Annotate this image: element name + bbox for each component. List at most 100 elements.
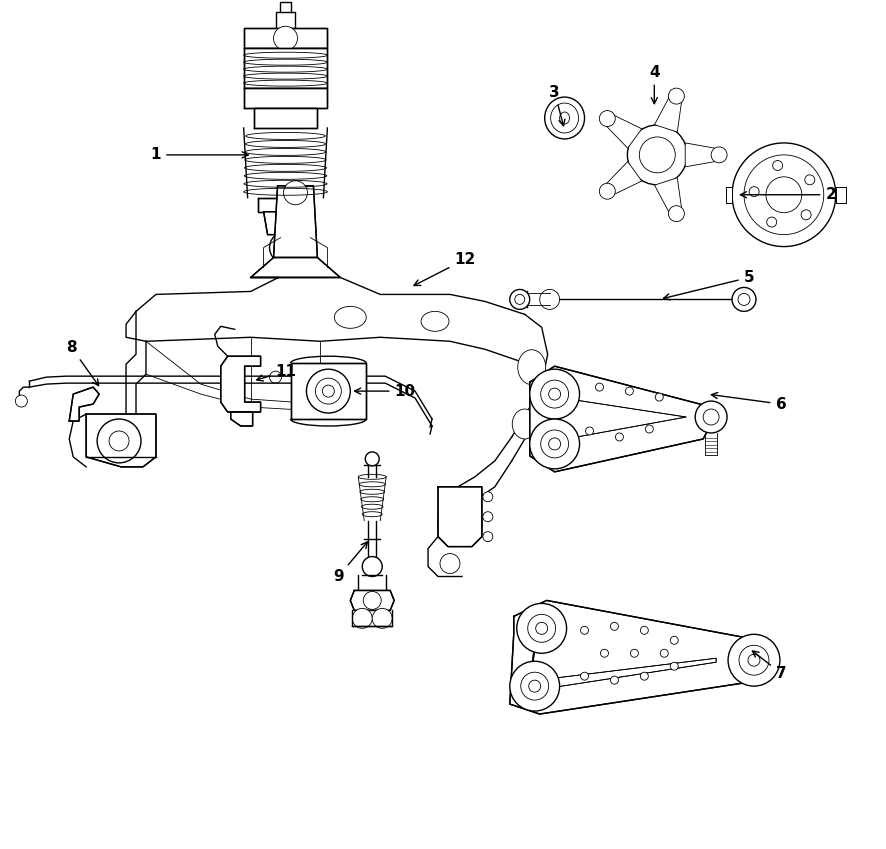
Circle shape (804, 175, 814, 185)
Ellipse shape (517, 350, 545, 385)
Polygon shape (726, 187, 731, 203)
Polygon shape (509, 600, 775, 714)
Text: 6: 6 (711, 392, 785, 412)
Circle shape (772, 160, 781, 171)
Text: 12: 12 (414, 252, 475, 285)
Circle shape (639, 137, 674, 173)
Polygon shape (244, 28, 327, 48)
Circle shape (352, 609, 372, 628)
Circle shape (595, 383, 602, 391)
Circle shape (645, 425, 653, 433)
Ellipse shape (512, 409, 537, 439)
Polygon shape (253, 108, 317, 128)
Circle shape (539, 290, 559, 309)
Circle shape (482, 531, 493, 542)
Circle shape (731, 143, 835, 246)
Circle shape (365, 452, 379, 466)
Circle shape (610, 622, 618, 630)
Text: 1: 1 (151, 148, 248, 162)
Circle shape (668, 88, 684, 104)
Ellipse shape (544, 97, 584, 139)
Circle shape (711, 147, 727, 163)
Text: 2: 2 (740, 188, 835, 202)
Circle shape (548, 388, 560, 400)
Circle shape (626, 125, 687, 185)
Polygon shape (549, 396, 686, 442)
Circle shape (727, 634, 779, 686)
Circle shape (655, 393, 663, 401)
Circle shape (527, 615, 555, 643)
Polygon shape (251, 257, 340, 278)
Circle shape (15, 395, 27, 407)
Text: 11: 11 (256, 363, 296, 381)
Circle shape (449, 514, 470, 534)
Polygon shape (438, 486, 481, 547)
Polygon shape (69, 387, 99, 421)
Polygon shape (654, 177, 681, 216)
Circle shape (277, 239, 293, 256)
Circle shape (615, 433, 623, 441)
Ellipse shape (334, 306, 366, 329)
Circle shape (535, 622, 547, 634)
Circle shape (668, 205, 684, 222)
Polygon shape (263, 211, 307, 234)
Circle shape (284, 181, 307, 205)
Polygon shape (244, 88, 327, 108)
Ellipse shape (559, 112, 569, 124)
Circle shape (548, 438, 560, 450)
Text: 3: 3 (548, 85, 564, 126)
Ellipse shape (421, 312, 448, 331)
Polygon shape (221, 357, 260, 412)
Circle shape (625, 387, 633, 395)
Circle shape (766, 217, 776, 227)
Circle shape (322, 385, 334, 397)
Text: 5: 5 (663, 270, 753, 300)
Polygon shape (86, 414, 156, 467)
Circle shape (540, 430, 568, 458)
Circle shape (529, 419, 579, 469)
Circle shape (640, 627, 648, 634)
Polygon shape (257, 198, 313, 211)
Polygon shape (350, 590, 393, 610)
Circle shape (97, 419, 141, 463)
Circle shape (509, 290, 529, 309)
Circle shape (747, 655, 759, 666)
Circle shape (529, 369, 579, 419)
Polygon shape (603, 114, 641, 149)
Polygon shape (244, 48, 327, 88)
Circle shape (482, 492, 493, 502)
Circle shape (315, 378, 341, 404)
Polygon shape (291, 363, 366, 419)
Circle shape (600, 649, 608, 657)
Circle shape (695, 401, 727, 433)
Circle shape (599, 110, 615, 127)
Circle shape (749, 187, 758, 197)
Ellipse shape (550, 103, 578, 133)
Circle shape (580, 627, 587, 634)
Circle shape (610, 676, 618, 684)
Circle shape (372, 609, 392, 628)
Polygon shape (835, 187, 844, 203)
Text: 10: 10 (354, 384, 416, 399)
Circle shape (269, 371, 281, 383)
Polygon shape (529, 366, 719, 472)
Polygon shape (230, 412, 253, 426)
Circle shape (514, 295, 525, 305)
Circle shape (361, 557, 382, 576)
Circle shape (269, 232, 301, 263)
Text: 4: 4 (649, 65, 659, 104)
Circle shape (731, 288, 755, 312)
Circle shape (482, 512, 493, 521)
Text: 8: 8 (66, 340, 98, 385)
Circle shape (509, 661, 559, 711)
Circle shape (640, 672, 648, 680)
Polygon shape (529, 628, 715, 691)
Circle shape (737, 294, 750, 306)
Circle shape (800, 210, 810, 220)
Text: 7: 7 (751, 651, 785, 681)
Circle shape (670, 662, 678, 670)
Polygon shape (654, 94, 681, 132)
Circle shape (438, 502, 481, 546)
Circle shape (599, 183, 615, 200)
Circle shape (766, 177, 801, 213)
